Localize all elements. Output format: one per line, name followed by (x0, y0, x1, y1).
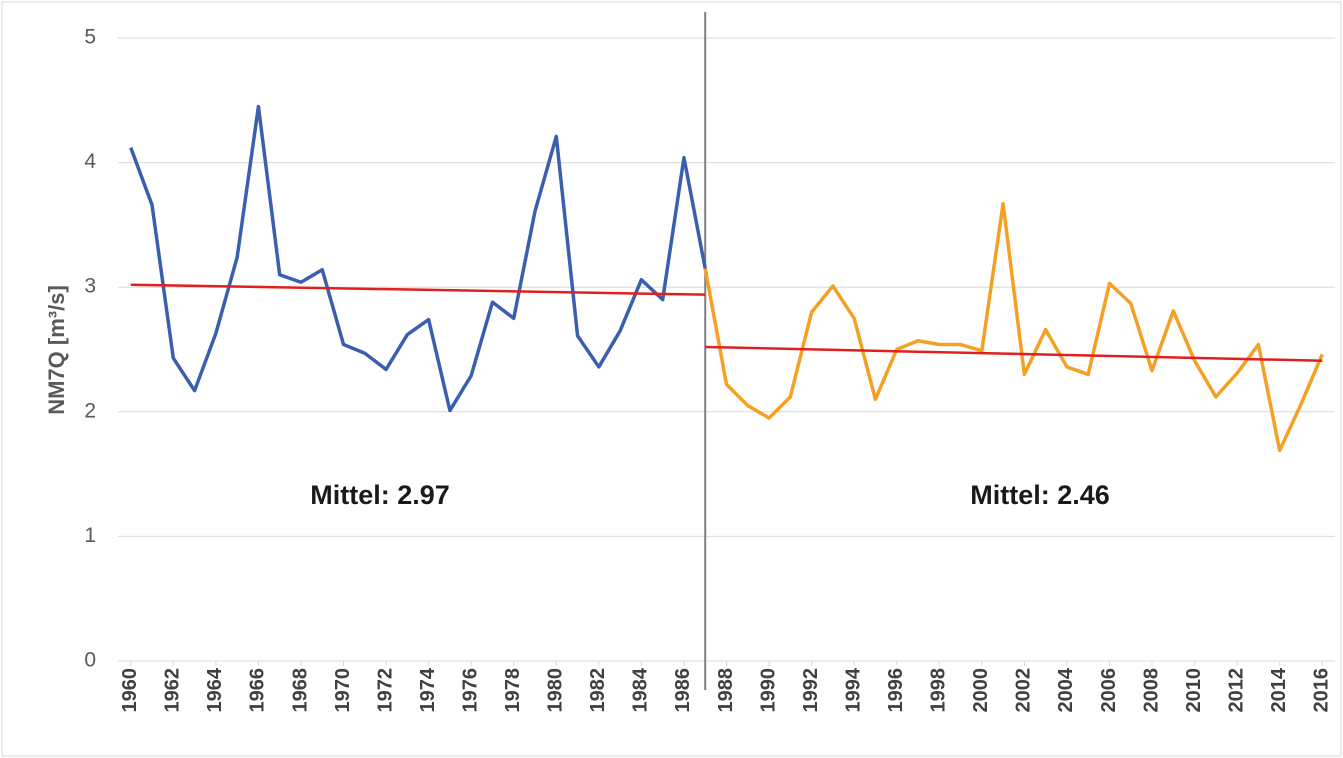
annotation: Mittel: 2.46 (970, 480, 1110, 510)
x-tick-label: 2016 (1311, 668, 1333, 713)
x-tick-label: 1984 (630, 667, 652, 712)
x-tick-label: 1960 (119, 668, 141, 713)
x-tick-label: 1982 (587, 668, 609, 713)
x-tick-label: 2002 (1013, 668, 1035, 713)
x-tick-label: 2008 (1140, 668, 1162, 713)
x-tick-label: 2012 (1225, 668, 1247, 713)
x-tick-label: 1966 (247, 668, 269, 713)
x-tick-label: 1998 (928, 668, 950, 713)
x-tick-label: 2010 (1183, 668, 1205, 713)
x-tick-label: 1986 (672, 668, 694, 713)
x-tick-label: 1962 (162, 668, 184, 713)
x-tick-label: 2006 (1098, 668, 1120, 713)
y-tick-label: 3 (84, 275, 96, 298)
x-tick-label: 2000 (970, 668, 992, 713)
y-tick-label: 1 (84, 524, 96, 547)
x-tick-label: 1974 (417, 667, 439, 712)
annotation: Mittel: 2.97 (310, 480, 450, 510)
y-tick-label: 2 (84, 399, 96, 422)
x-tick-label: 1976 (459, 668, 481, 713)
x-tick-label: 1988 (715, 668, 737, 713)
x-tick-label: 1972 (374, 668, 396, 713)
x-tick-label: 2014 (1268, 667, 1290, 712)
series-line (129, 104, 707, 413)
x-tick-label: 1994 (842, 667, 864, 712)
x-tick-label: 1970 (332, 668, 354, 713)
trend-line (705, 345, 1323, 362)
x-tick-label: 1978 (502, 668, 524, 713)
y-tick-label: 4 (84, 150, 96, 173)
trend-line (130, 283, 706, 296)
x-tick-label: 1980 (545, 668, 567, 713)
x-tick-label: 1968 (289, 668, 311, 713)
x-tick-label: 1990 (757, 668, 779, 713)
y-axis-title: NM7Q [m³/s] (44, 285, 69, 415)
x-tick-label: 1992 (800, 668, 822, 713)
series-line (703, 201, 1324, 453)
x-tick-label: 1964 (204, 667, 226, 712)
x-tick-label: 1996 (885, 668, 907, 713)
y-tick-label: 5 (84, 26, 96, 49)
x-tick-label: 2004 (1055, 667, 1077, 712)
y-tick-label: 0 (84, 649, 96, 672)
